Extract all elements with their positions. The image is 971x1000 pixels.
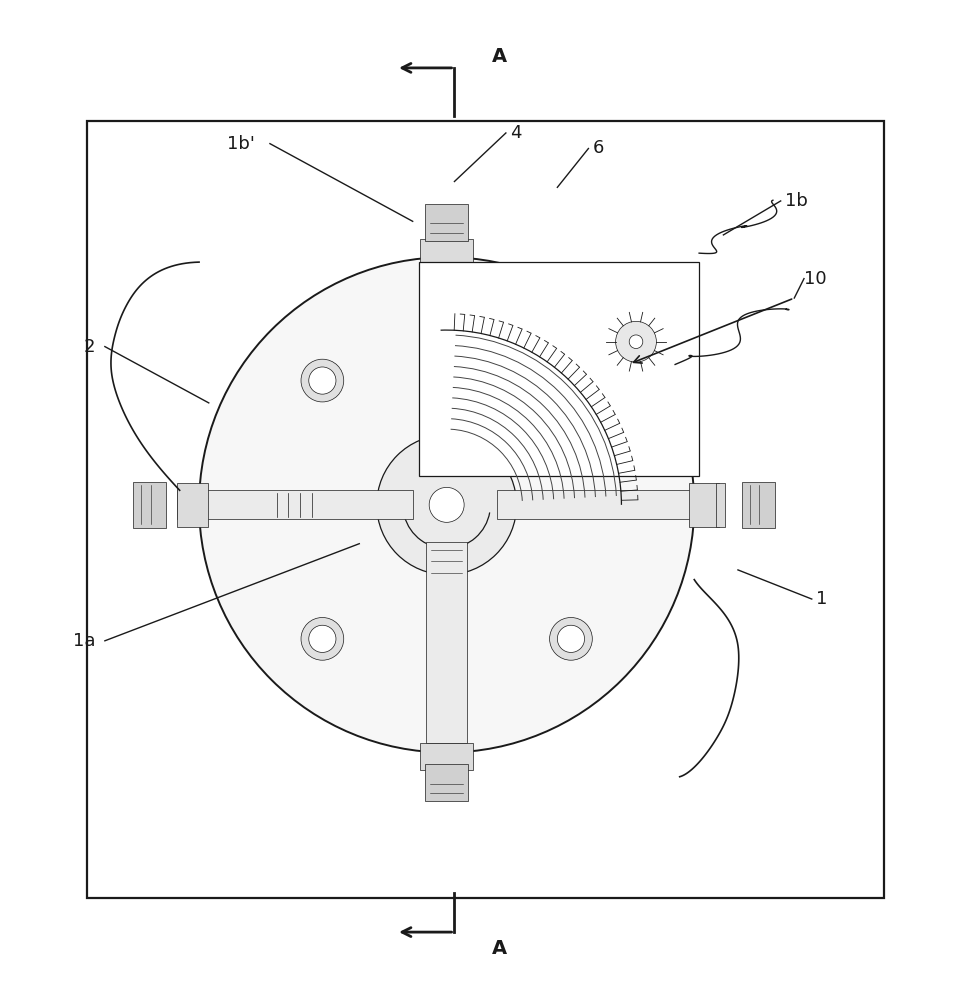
Circle shape	[550, 617, 592, 660]
Text: 6: 6	[592, 139, 604, 157]
Bar	[425, 204, 468, 241]
Bar	[426, 542, 467, 743]
Text: 4: 4	[510, 124, 521, 142]
Bar	[426, 262, 467, 468]
Bar	[419, 262, 699, 476]
Text: 1a: 1a	[73, 632, 95, 650]
Text: 1: 1	[816, 590, 827, 608]
Circle shape	[377, 435, 517, 575]
Circle shape	[309, 625, 336, 652]
Bar	[177, 490, 413, 519]
Text: 2: 2	[84, 338, 95, 356]
Circle shape	[199, 257, 694, 752]
Bar	[716, 483, 725, 527]
Text: 1b': 1b'	[226, 135, 254, 153]
Circle shape	[301, 359, 344, 402]
Text: 1b: 1b	[785, 192, 808, 210]
Circle shape	[629, 335, 643, 349]
Circle shape	[557, 625, 585, 652]
Text: 10: 10	[804, 270, 826, 288]
Circle shape	[616, 321, 656, 362]
Text: A: A	[492, 47, 508, 66]
Bar	[420, 239, 473, 266]
Text: A: A	[492, 939, 508, 958]
Bar	[87, 121, 884, 898]
Bar	[177, 483, 208, 527]
Bar	[420, 743, 473, 770]
Bar	[425, 764, 468, 801]
Bar	[689, 483, 719, 527]
Bar	[742, 482, 775, 528]
Bar	[133, 482, 166, 528]
Circle shape	[429, 487, 464, 522]
Circle shape	[301, 617, 344, 660]
Circle shape	[309, 367, 336, 394]
Bar	[497, 490, 694, 519]
